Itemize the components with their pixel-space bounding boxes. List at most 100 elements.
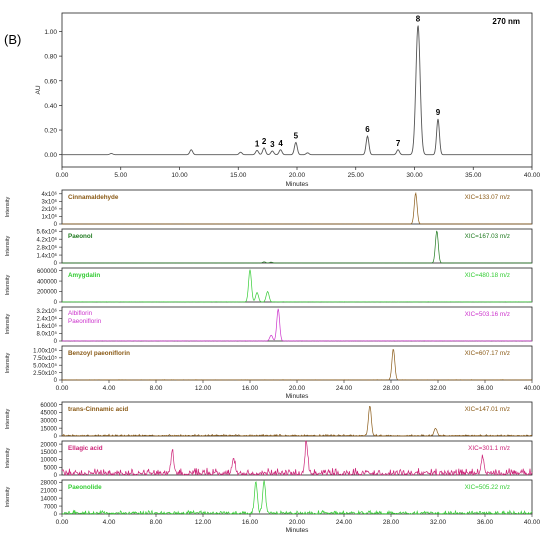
xic-trace bbox=[61, 406, 533, 437]
uv-peak-label: 6 bbox=[365, 125, 370, 134]
xic-plot-frame bbox=[61, 189, 533, 225]
xic-y-tick-label: 0 bbox=[54, 434, 58, 440]
uv-peak-label: 1 bbox=[255, 139, 260, 148]
xic-mz-label: XIC=133.07 m/z bbox=[465, 194, 510, 201]
xic-mz-label: XIC=505.22 m/z bbox=[465, 484, 510, 491]
xic-plot-frame bbox=[61, 267, 533, 303]
xic-y-tick-label: 0 bbox=[54, 222, 58, 228]
xic-x-tick-label: 12.00 bbox=[195, 385, 212, 392]
uv-peak-label: 8 bbox=[416, 14, 421, 23]
uv-y-axis-label: AU bbox=[35, 85, 42, 94]
xic-y-tick-label: 7.50x10⁵ bbox=[33, 355, 57, 362]
xic-x-tick-label: 20.00 bbox=[289, 385, 306, 392]
xic-y-axis-label: Intensity bbox=[5, 448, 11, 469]
xic-y-tick-label: 14000 bbox=[40, 496, 57, 502]
xic-y-tick-label: 15000 bbox=[40, 426, 57, 432]
uv-y-tick-label: 0.40 bbox=[44, 103, 57, 110]
xic-y-tick-label: 0 bbox=[54, 300, 58, 306]
xic-mz-label: XIC=167.03 m/z bbox=[465, 233, 510, 240]
xic-panel-8: 0 7000 14000 21000 28000 Intensity 0.00 4.00 8.0… bbox=[5, 479, 541, 534]
xic-trace bbox=[61, 349, 533, 381]
xic-x-tick-label: 16.00 bbox=[242, 519, 259, 526]
xic-plot-frame bbox=[61, 345, 533, 381]
uv-peak-label: 4 bbox=[278, 139, 283, 148]
xic-x-tick-label: 0.00 bbox=[56, 519, 69, 526]
xic-y-axis-label: Intensity bbox=[5, 314, 11, 335]
xic-y-tick-label: 0 bbox=[54, 339, 58, 345]
xic-y-tick-label: 1.6x10⁶ bbox=[37, 323, 58, 330]
xic-trace bbox=[61, 480, 533, 516]
xic-y-tick-label: 8.0x10⁵ bbox=[36, 331, 57, 338]
xic-y-tick-label: 0 bbox=[54, 512, 58, 518]
xic-x-tick-label: 24.00 bbox=[336, 519, 353, 526]
xic-y-axis-label: Intensity bbox=[5, 353, 11, 374]
xic-trace bbox=[61, 440, 533, 477]
xic-y-tick-label: 3x10⁶ bbox=[42, 199, 58, 206]
xic-y-axis-label: Intensity bbox=[5, 236, 11, 257]
xic-y-tick-label: 2.4x10⁶ bbox=[37, 316, 58, 323]
uv-x-tick-label: 35.00 bbox=[465, 172, 482, 179]
xic-y-tick-label: 60000 bbox=[40, 403, 57, 409]
uv-y-tick-label: 0.80 bbox=[44, 54, 57, 61]
xic-y-axis-label: Intensity bbox=[5, 487, 11, 508]
uv-x-tick-label: 25.00 bbox=[348, 172, 365, 179]
uv-x-axis-label: Minutes bbox=[286, 181, 310, 188]
xic-y-tick-label: 3.2x10⁶ bbox=[37, 308, 58, 315]
xic-plot-frame bbox=[61, 306, 533, 342]
xic-x-tick-label: 20.00 bbox=[289, 519, 306, 526]
xic-trace bbox=[61, 308, 533, 342]
xic-x-tick-label: 32.00 bbox=[430, 519, 447, 526]
xic-y-tick-label: 1.00x10⁶ bbox=[33, 348, 57, 355]
xic-y-tick-label: 28000 bbox=[40, 480, 57, 486]
xic-x-tick-label: 40.00 bbox=[524, 519, 541, 526]
xic-panel-3: 0 200000 400000 600000 Intensity Amygdalin XIC… bbox=[5, 267, 533, 306]
xic-y-tick-label: 2.50x10⁵ bbox=[33, 370, 57, 377]
uv-x-tick-label: 40.00 bbox=[524, 172, 541, 179]
xic-trace bbox=[61, 230, 533, 264]
xic-x-tick-label: 8.00 bbox=[150, 385, 163, 392]
xic-mz-label: XIC=480.18 m/z bbox=[465, 272, 510, 279]
xic-y-tick-label: 30000 bbox=[40, 419, 57, 425]
xic-x-tick-label: 32.00 bbox=[430, 385, 447, 392]
xic-mz-label: XIC=147.01 m/z bbox=[465, 406, 510, 413]
xic-compound-label: Benzoyl paeoniflorin bbox=[68, 350, 130, 357]
uv-y-tick-label: 0.00 bbox=[44, 152, 57, 159]
xic-mz-label: XIC=301.1 m/z bbox=[468, 445, 510, 452]
xic-trace bbox=[61, 269, 533, 303]
xic-y-tick-label: 1x10⁶ bbox=[42, 214, 58, 221]
xic-compound-label: trans-Cinnamic acid bbox=[68, 406, 128, 413]
xic-y-tick-label: 0 bbox=[54, 378, 58, 384]
xic-y-tick-label: 5.6x10⁶ bbox=[37, 228, 58, 235]
uv-chromatogram: 0.00 0.20 0.40 0.60 0.80 1.00 0.00 5.00 10.00 15.… bbox=[35, 12, 541, 188]
xic-y-tick-label: 21000 bbox=[40, 488, 57, 494]
xic-y-axis-label: Intensity bbox=[5, 275, 11, 296]
xic-y-tick-label: 1.4x10⁶ bbox=[37, 252, 58, 259]
xic-compound-label: Paeoniflorin bbox=[68, 318, 102, 325]
uv-x-tick-label: 5.00 bbox=[114, 172, 127, 179]
xic-x-tick-label: 4.00 bbox=[103, 385, 116, 392]
uv-x-tick-label: 10.00 bbox=[171, 172, 188, 179]
uv-y-tick-label: 0.60 bbox=[44, 78, 57, 85]
xic-y-tick-label: 7000 bbox=[44, 504, 58, 510]
xic-y-tick-label: 5.00x10⁵ bbox=[33, 362, 57, 369]
uv-x-tick-label: 15.00 bbox=[230, 172, 247, 179]
xic-x-tick-label: 36.00 bbox=[477, 519, 494, 526]
xic-y-axis-label: Intensity bbox=[5, 409, 11, 430]
uv-peak-label: 9 bbox=[436, 108, 441, 117]
xic-y-tick-label: 600000 bbox=[37, 269, 58, 275]
xic-mz-label: XIC=607.17 m/z bbox=[465, 350, 510, 357]
uv-peak-label: 7 bbox=[396, 139, 401, 148]
uv-trace bbox=[62, 25, 532, 156]
xic-plot-frame bbox=[61, 479, 533, 515]
xic-x-tick-label: 40.00 bbox=[524, 385, 541, 392]
uv-x-tick-label: 20.00 bbox=[289, 172, 306, 179]
uv-peak-label: 2 bbox=[262, 137, 267, 146]
xic-x-tick-label: 16.00 bbox=[242, 385, 259, 392]
xic-x-tick-label: 24.00 bbox=[336, 385, 353, 392]
xic-x-tick-label: 4.00 bbox=[103, 519, 116, 526]
xic-y-tick-label: 15000 bbox=[40, 450, 57, 456]
panel-label: (B) bbox=[4, 32, 21, 47]
